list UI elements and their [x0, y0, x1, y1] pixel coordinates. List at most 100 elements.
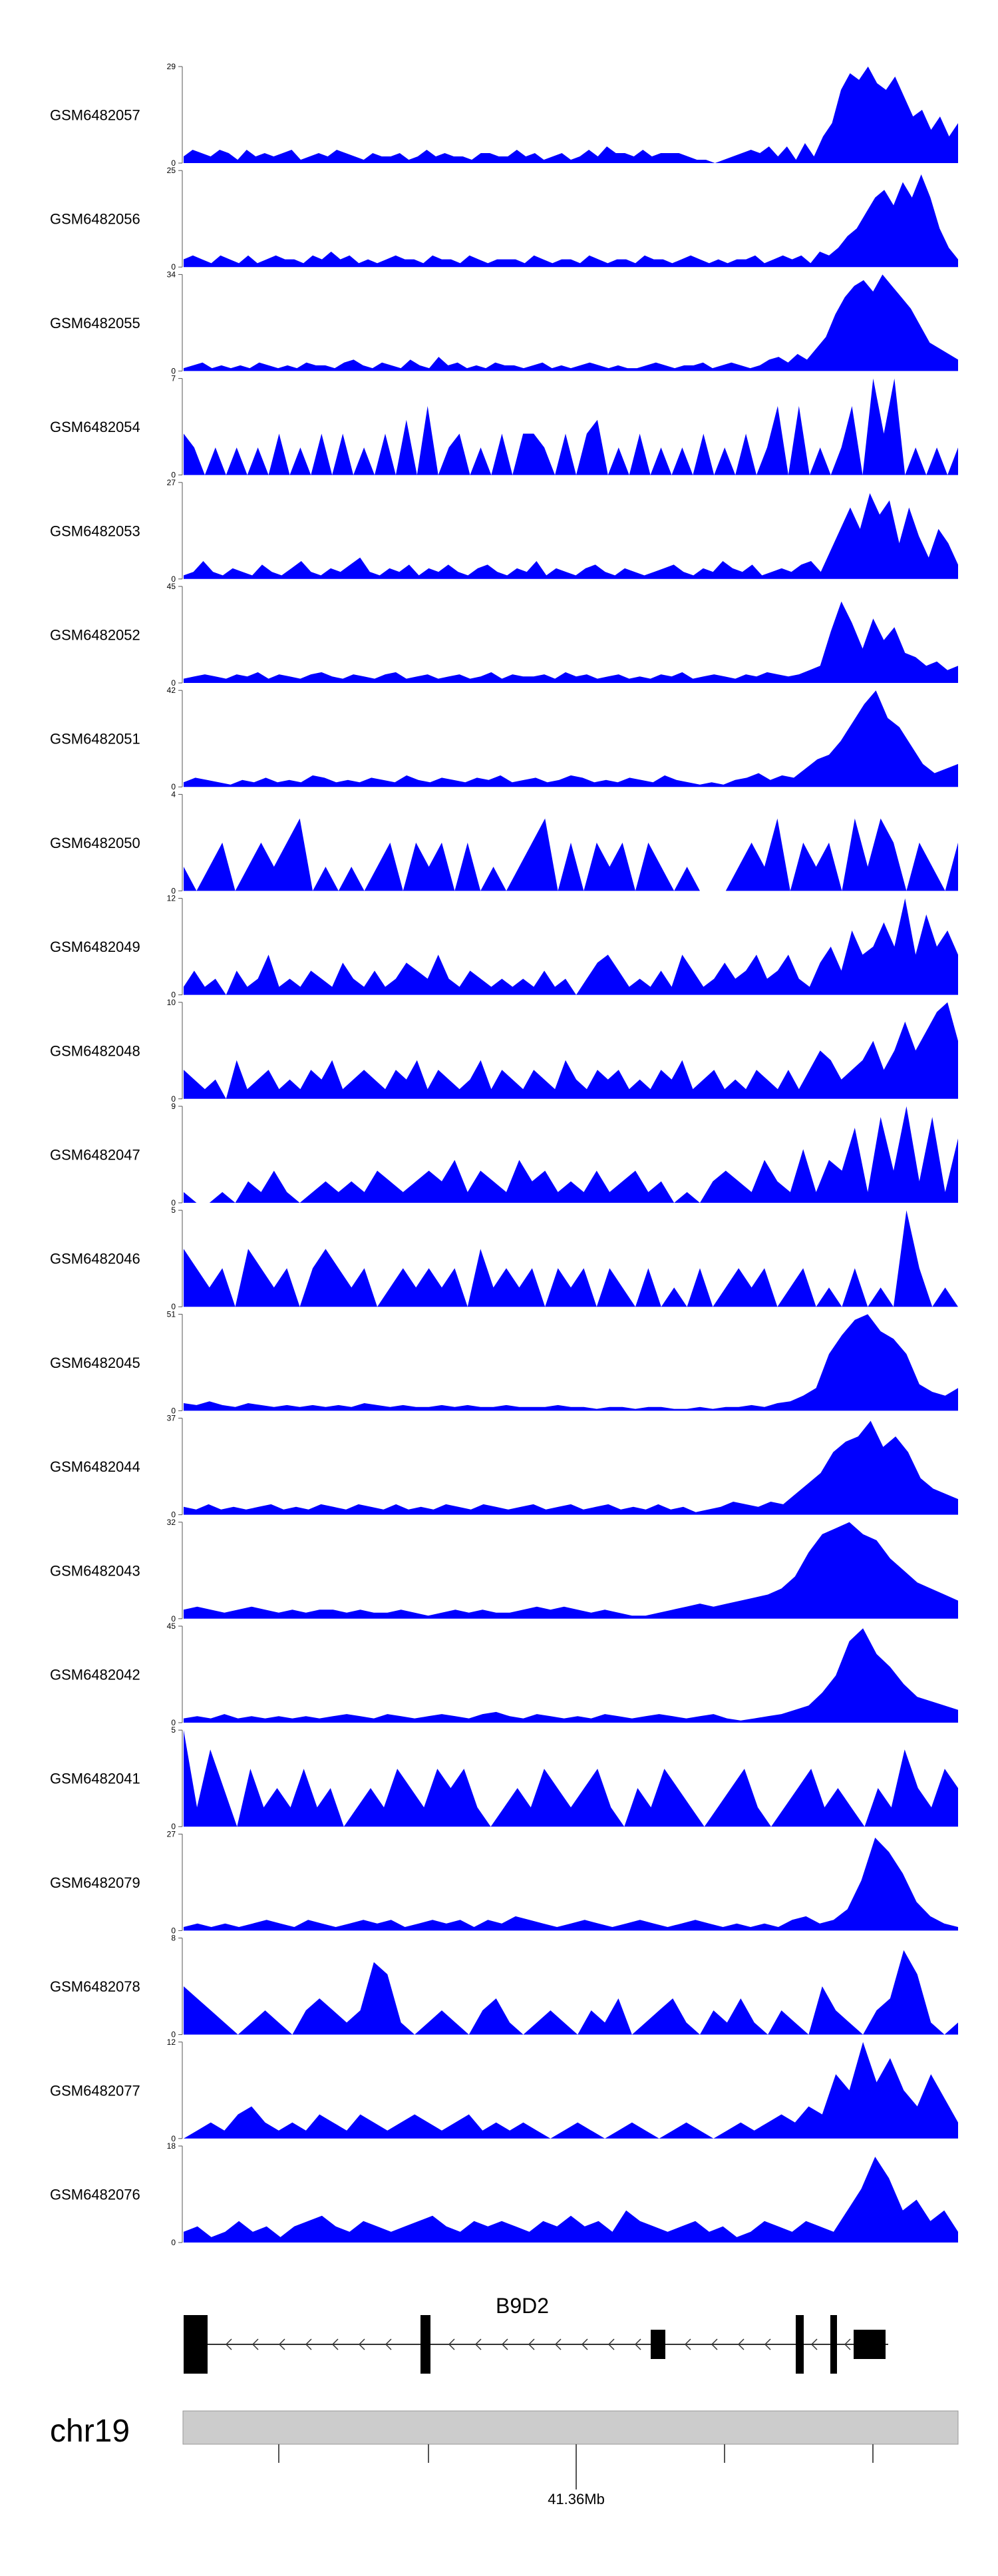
y-tick-label: 12: [167, 894, 176, 903]
y-tick-label: 45: [167, 582, 176, 591]
track-label: GSM6482057: [50, 107, 140, 124]
coverage-area: [184, 67, 958, 163]
track-GSM6482046: GSM6482046 5 0: [50, 1205, 958, 1311]
coverage-area: [184, 690, 958, 787]
strand-arrow-icon: [554, 2338, 562, 2350]
track-label: GSM6482056: [50, 211, 140, 228]
exon: [854, 2330, 868, 2359]
y-tick-label: 0: [171, 1406, 176, 1415]
position-label: 41.36Mb: [548, 2491, 605, 2507]
strand-arrows: [225, 2338, 851, 2350]
track-label: GSM6482055: [50, 315, 140, 331]
track-GSM6482043: GSM6482043 32 0: [50, 1518, 958, 1623]
coverage-area: [184, 2041, 958, 2139]
y-tick-label: 45: [167, 1621, 176, 1631]
y-tick-label: 0: [171, 1822, 176, 1831]
coverage-area: [184, 1837, 958, 1931]
coverage-area: [184, 493, 958, 579]
chromosome-axis: chr19 41.36Mb: [50, 2410, 959, 2507]
coverage-area: [184, 1730, 958, 1827]
strand-arrow-icon: [385, 2338, 392, 2350]
y-tick-label: 0: [171, 782, 176, 791]
strand-arrow-icon: [331, 2338, 339, 2350]
y-tick-label: 10: [167, 998, 176, 1007]
chromosome-bar: [182, 2410, 959, 2445]
strand-arrow-icon: [581, 2338, 588, 2350]
coverage-area: [184, 818, 958, 891]
y-tick-label: 0: [171, 2030, 176, 2039]
coverage-area: [184, 1210, 958, 1307]
track-label: GSM6482078: [50, 1978, 140, 1995]
coverage-area: [184, 1628, 958, 1723]
exon: [830, 2315, 837, 2374]
track-label: GSM6482077: [50, 2082, 140, 2099]
coverage-area: [184, 1950, 958, 2035]
y-tick-label: 0: [171, 1718, 176, 1727]
strand-arrow-icon: [764, 2338, 771, 2350]
coverage-area: [184, 1106, 958, 1203]
coverage-area: [184, 274, 958, 371]
strand-arrow-icon: [448, 2338, 455, 2350]
strand-arrow-icon: [711, 2338, 718, 2350]
exon: [796, 2315, 804, 2374]
track-label: GSM6482042: [50, 1667, 140, 1683]
track-GSM6482057: GSM6482057 29 0: [50, 62, 958, 168]
track-label: GSM6482047: [50, 1147, 140, 1164]
track-label: GSM6482050: [50, 835, 140, 851]
track-GSM6482048: GSM6482048 10 0: [50, 998, 958, 1104]
coverage-area: [184, 1314, 958, 1411]
y-tick-label: 9: [171, 1102, 176, 1111]
track-GSM6482079: GSM6482079 27 0: [50, 1829, 958, 1935]
gene-label: B9D2: [496, 2294, 549, 2318]
track-GSM6482051: GSM6482051 42 0: [50, 686, 958, 791]
y-tick-label: 27: [167, 1829, 176, 1838]
track-GSM6482047: GSM6482047 9 0: [50, 1102, 958, 1207]
y-tick-label: 0: [171, 990, 176, 1000]
exon: [651, 2330, 665, 2359]
track-GSM6482052: GSM6482052 45 0: [50, 582, 958, 688]
track-GSM6482076: GSM6482076 18 0: [50, 2141, 958, 2247]
strand-arrow-icon: [305, 2338, 312, 2350]
coverage-area: [184, 174, 958, 268]
track-label: GSM6482046: [50, 1251, 140, 1267]
y-tick-label: 0: [171, 262, 176, 272]
strand-arrow-icon: [225, 2338, 232, 2350]
y-tick-label: 5: [171, 1725, 176, 1735]
strand-arrow-icon: [528, 2338, 535, 2350]
y-tick-label: 27: [167, 478, 176, 487]
track-label: GSM6482054: [50, 419, 140, 435]
track-GSM6482077: GSM6482077 12 0: [50, 2038, 958, 2143]
track-GSM6482041: GSM6482041 5 0: [50, 1725, 958, 1831]
y-tick-label: 18: [167, 2141, 176, 2151]
track-label: GSM6482044: [50, 1458, 140, 1475]
y-tick-label: 12: [167, 2038, 176, 2047]
strand-arrow-icon: [810, 2338, 818, 2350]
strand-arrow-icon: [737, 2338, 745, 2350]
strand-arrow-icon: [501, 2338, 508, 2350]
y-tick-label: 0: [171, 2134, 176, 2143]
track-GSM6482042: GSM6482042 45 0: [50, 1621, 958, 1727]
y-tick-label: 0: [171, 574, 176, 584]
y-tick-label: 0: [171, 366, 176, 375]
y-tick-label: 0: [171, 2238, 176, 2247]
y-tick-label: 0: [171, 471, 176, 480]
y-tick-label: 5: [171, 1205, 176, 1215]
y-tick-label: 0: [171, 1094, 176, 1104]
track-label: GSM6482052: [50, 627, 140, 644]
exon: [184, 2315, 208, 2374]
y-tick-label: 51: [167, 1309, 176, 1319]
track-label: GSM6482076: [50, 2187, 140, 2203]
track-GSM6482054: GSM6482054 7 0: [50, 374, 958, 480]
track-label: GSM6482051: [50, 731, 140, 748]
track-GSM6482053: GSM6482053 27 0: [50, 478, 958, 584]
strand-arrow-icon: [684, 2338, 691, 2350]
y-tick-label: 34: [167, 270, 176, 279]
strand-arrow-icon: [844, 2338, 851, 2350]
coverage-area: [184, 601, 958, 683]
y-tick-label: 8: [171, 1934, 176, 1943]
track-label: GSM6482049: [50, 939, 140, 955]
strand-arrow-icon: [358, 2338, 365, 2350]
strand-arrow-icon: [474, 2338, 482, 2350]
track-GSM6482049: GSM6482049 12 0: [50, 894, 958, 1000]
